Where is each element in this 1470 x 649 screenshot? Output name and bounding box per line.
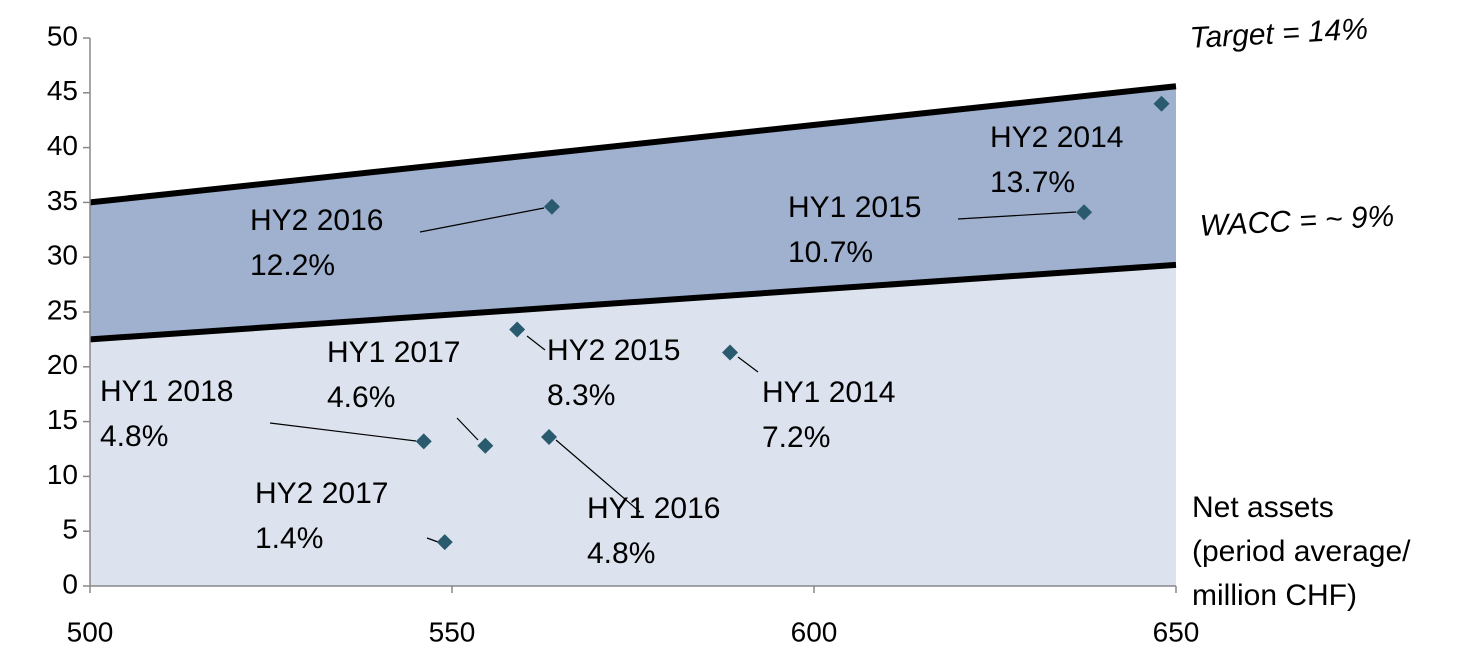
- point: [722, 344, 739, 361]
- point-return: 4.8%: [587, 537, 655, 570]
- leader-line: [737, 356, 759, 373]
- point: [1153, 95, 1170, 112]
- point: [541, 428, 558, 445]
- point-name: HY1 2014: [762, 376, 895, 409]
- y-tick-label: 50: [47, 20, 78, 51]
- point-name: HY1 2016: [587, 492, 720, 525]
- point: [1076, 204, 1093, 221]
- leader-line: [957, 211, 1077, 220]
- point: [543, 198, 560, 215]
- y-tick-label: 25: [47, 294, 78, 325]
- point: [436, 534, 453, 551]
- point-name: HY2 2016: [250, 204, 383, 237]
- point-return: 10.7%: [788, 236, 873, 269]
- x-axis-label: (period average/: [1192, 535, 1411, 568]
- band-line: [89, 83, 1177, 206]
- point-name: HY2 2014: [990, 121, 1123, 154]
- leader-line: [555, 439, 641, 513]
- x-axis-label: Net assets: [1192, 491, 1334, 524]
- point: [477, 437, 494, 454]
- point-name: HY2 2017: [255, 477, 388, 510]
- leader-line: [269, 422, 417, 442]
- x-tick-label: 500: [67, 616, 114, 647]
- point-name: HY1 2015: [788, 191, 921, 224]
- y-tick-label: 35: [47, 185, 78, 216]
- band-between: [90, 86, 1176, 340]
- y-tick-label: 15: [47, 404, 78, 435]
- y-tick-label: 5: [62, 514, 78, 545]
- point-name: HY1 2018: [100, 375, 233, 408]
- x-tick-label: 650: [1153, 616, 1200, 647]
- x-axis-label: million CHF): [1192, 579, 1357, 612]
- y-tick-label: 20: [47, 349, 78, 380]
- point-return: 4.8%: [100, 420, 168, 453]
- y-tick-label: 0: [62, 568, 78, 599]
- band-label: WACC = ~ 9%: [1199, 200, 1395, 243]
- point: [509, 321, 526, 338]
- point-return: 4.6%: [327, 381, 395, 414]
- point-name: HY2 2015: [547, 334, 680, 367]
- band-label: Target = 14%: [1189, 13, 1369, 55]
- point-return: 12.2%: [250, 249, 335, 282]
- y-tick-label: 30: [47, 240, 78, 271]
- point-return: 8.3%: [547, 379, 615, 412]
- point-return: 1.4%: [255, 522, 323, 555]
- band-below: [90, 264, 1176, 586]
- y-tick-label: 45: [47, 75, 78, 106]
- y-tick-label: 10: [47, 459, 78, 490]
- leader-line: [426, 537, 439, 543]
- x-tick-label: 550: [429, 616, 476, 647]
- point: [415, 433, 432, 450]
- y-tick-label: 40: [47, 130, 78, 161]
- leader-line: [526, 335, 546, 351]
- leader-line: [456, 417, 479, 441]
- x-tick-label: 600: [791, 616, 838, 647]
- leader-line: [419, 207, 545, 233]
- point-return: 13.7%: [990, 166, 1075, 199]
- point-name: HY1 2017: [327, 336, 460, 369]
- band-line: [89, 261, 1177, 343]
- point-return: 7.2%: [762, 421, 830, 454]
